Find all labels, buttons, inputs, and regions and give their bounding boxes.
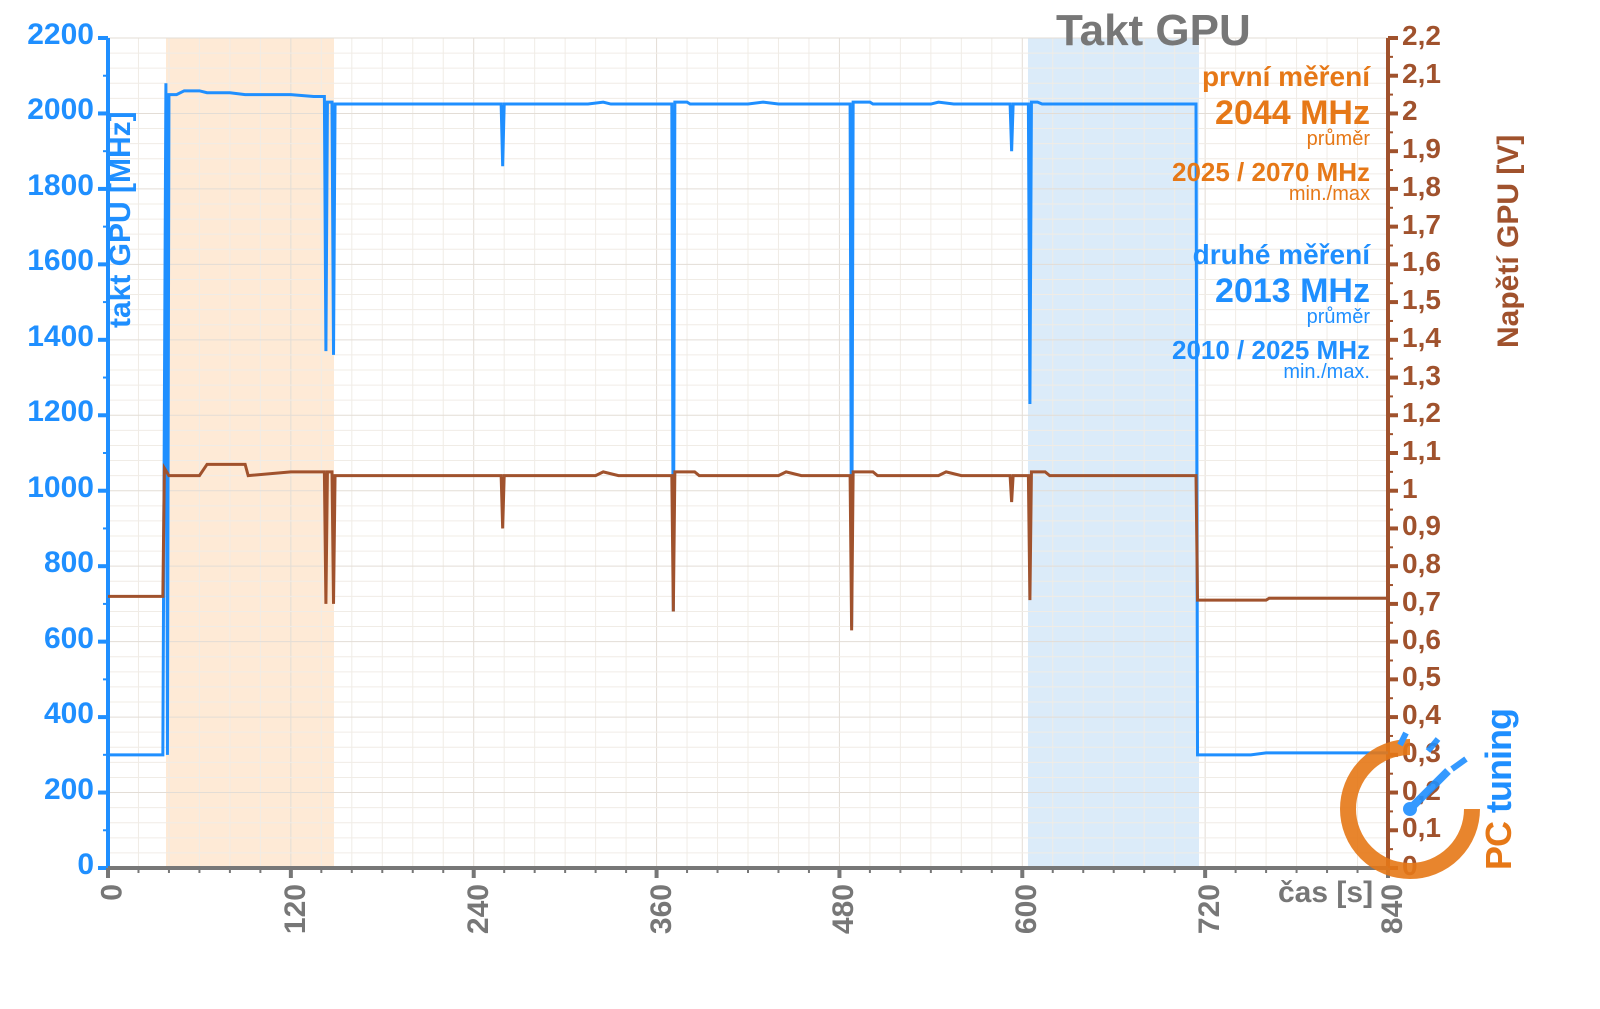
y-left-axis-label: takt GPU [MHz] xyxy=(104,111,138,328)
y-right-axis-label: Napětí GPU [V] xyxy=(1492,135,1526,348)
annotation-second: druhé měření2013 MHzprůměr2010 / 2025 MH… xyxy=(1070,240,1370,383)
annotation-avg: 2013 MHz xyxy=(1070,273,1370,310)
annotation-header: druhé měření xyxy=(1070,240,1370,271)
chart-title: Takt GPU xyxy=(1056,6,1251,56)
annotation-first: první měření2044 MHzprůměr2025 / 2070 MH… xyxy=(1070,62,1370,205)
annotation-header: první měření xyxy=(1070,62,1370,93)
watermark-text: PC tuning xyxy=(1478,709,1520,870)
watermark: PC tuning xyxy=(1290,679,1490,939)
gpu-clock-chart: 0200400600800100012001400160018002000220… xyxy=(0,0,1600,1009)
clock-icon xyxy=(1330,729,1490,889)
annotation-avg: 2044 MHz xyxy=(1070,95,1370,132)
